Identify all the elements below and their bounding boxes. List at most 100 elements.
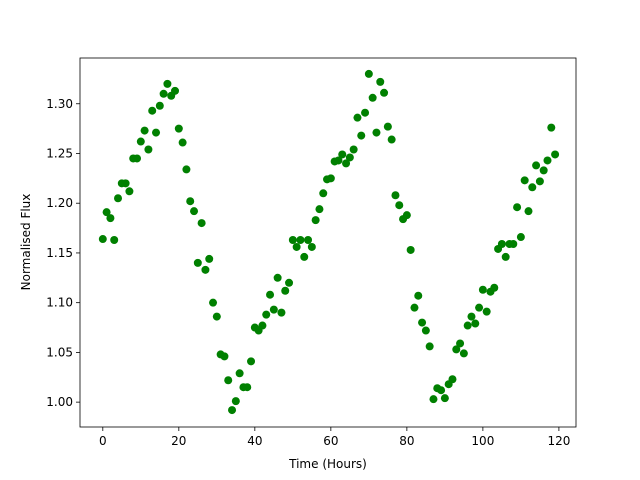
data-point [345, 153, 354, 162]
y-axis-label: Normalised Flux [19, 194, 33, 291]
data-point [235, 369, 244, 378]
data-point [209, 298, 218, 307]
data-point [414, 291, 423, 300]
data-point [258, 321, 267, 330]
data-point [429, 395, 438, 404]
data-point [178, 138, 187, 147]
data-point [402, 211, 411, 220]
data-point [152, 128, 161, 137]
data-point [273, 273, 282, 282]
data-point [497, 239, 506, 248]
data-point [490, 283, 499, 292]
data-point [364, 69, 373, 78]
data-point [212, 312, 221, 321]
data-point [155, 101, 164, 110]
data-point [277, 308, 286, 317]
data-point [425, 342, 434, 351]
data-point [231, 397, 240, 406]
data-point [186, 197, 195, 206]
data-point [532, 161, 541, 170]
data-point [334, 156, 343, 165]
data-point [342, 159, 351, 168]
y-tick-label: 1.25 [46, 146, 73, 160]
data-point [125, 187, 134, 196]
data-point [528, 183, 537, 192]
data-point [448, 375, 457, 384]
data-point [421, 326, 430, 335]
data-point [159, 89, 168, 98]
data-point [547, 123, 556, 132]
data-point [543, 156, 552, 165]
x-tick-label: 40 [247, 434, 262, 448]
data-point [148, 106, 157, 115]
y-tick-label: 1.00 [46, 395, 73, 409]
data-point [136, 137, 145, 146]
data-point [281, 286, 290, 295]
data-point [418, 318, 427, 327]
data-point [326, 174, 335, 183]
data-point [174, 124, 183, 133]
data-point [353, 113, 362, 122]
data-point [296, 236, 305, 245]
x-tick-label: 120 [547, 434, 570, 448]
data-point [269, 305, 278, 314]
data-point [182, 165, 191, 174]
data-point [410, 303, 419, 312]
data-point [395, 201, 404, 210]
data-point [228, 406, 237, 415]
data-point [114, 194, 123, 203]
x-tick-label: 80 [399, 434, 414, 448]
x-tick-label: 0 [99, 434, 107, 448]
data-point [475, 303, 484, 312]
data-point [509, 239, 518, 248]
x-tick-label: 100 [471, 434, 494, 448]
data-point [304, 236, 313, 245]
y-tick-label: 1.30 [46, 97, 73, 111]
data-point [516, 233, 525, 242]
data-point [288, 236, 297, 245]
data-point [463, 321, 472, 330]
data-point [539, 166, 548, 175]
x-axis-label: Time (Hours) [288, 457, 367, 471]
data-point [140, 126, 149, 135]
data-point [292, 242, 301, 251]
data-point [406, 245, 415, 254]
data-point [380, 88, 389, 97]
data-point [387, 135, 396, 144]
data-point [262, 310, 271, 319]
data-point [357, 131, 366, 140]
data-point [361, 108, 370, 117]
data-point [372, 128, 381, 137]
data-point [300, 252, 309, 261]
data-point [452, 345, 461, 354]
data-point [190, 207, 199, 216]
data-point [243, 383, 252, 392]
data-point [376, 77, 385, 86]
data-point [201, 265, 210, 274]
y-tick-label: 1.05 [46, 345, 73, 359]
x-tick-label: 60 [323, 434, 338, 448]
data-point [315, 205, 324, 214]
data-point [349, 145, 358, 154]
data-point [266, 290, 275, 299]
data-point [467, 312, 476, 321]
data-point [437, 386, 446, 395]
data-point [171, 86, 180, 95]
data-point [98, 235, 107, 244]
data-point [459, 349, 468, 358]
data-point [110, 236, 119, 245]
data-point [471, 319, 480, 328]
y-tick-label: 1.20 [46, 196, 73, 210]
data-point [482, 307, 491, 316]
data-point [102, 208, 111, 217]
data-point [220, 352, 229, 361]
data-point [163, 79, 172, 88]
data-point [319, 189, 328, 198]
data-point [247, 357, 256, 366]
data-point [551, 150, 560, 159]
data-point [144, 145, 153, 154]
y-tick-label: 1.15 [46, 246, 73, 260]
plot-frame [79, 57, 577, 428]
